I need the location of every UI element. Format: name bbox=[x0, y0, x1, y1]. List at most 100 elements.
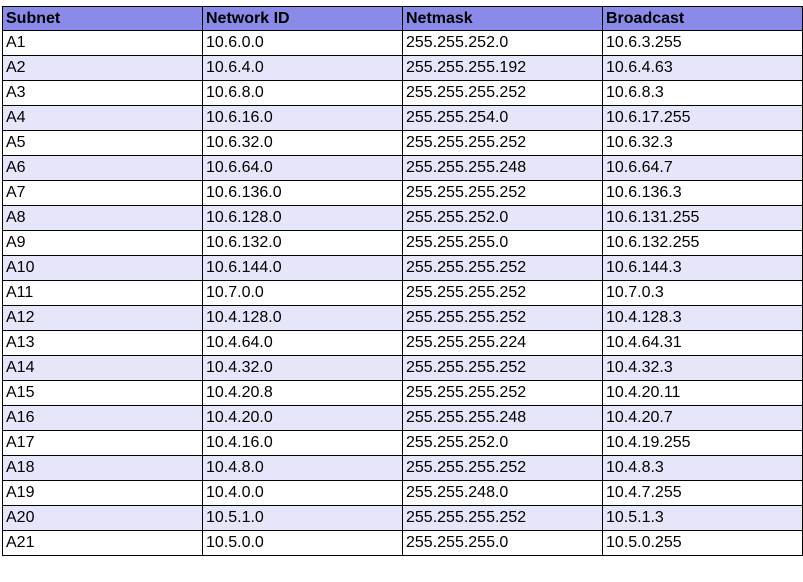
table-row: A19 10.4.0.0 255.255.248.0 10.4.7.255 bbox=[2, 480, 803, 506]
cell-subnet: A1 bbox=[2, 30, 203, 56]
cell-subnet: A16 bbox=[2, 405, 203, 431]
cell-netmask: 255.255.255.252 bbox=[402, 455, 603, 481]
cell-network-id: 10.4.20.8 bbox=[202, 380, 403, 406]
cell-broadcast: 10.4.19.255 bbox=[602, 430, 803, 456]
cell-broadcast: 10.6.131.255 bbox=[602, 205, 803, 231]
cell-netmask: 255.255.255.0 bbox=[402, 530, 603, 556]
cell-broadcast: 10.6.4.63 bbox=[602, 55, 803, 81]
cell-subnet: A6 bbox=[2, 155, 203, 181]
table-row: A4 10.6.16.0 255.255.254.0 10.6.17.255 bbox=[2, 105, 803, 131]
cell-netmask: 255.255.255.248 bbox=[402, 405, 603, 431]
cell-network-id: 10.4.32.0 bbox=[202, 355, 403, 381]
table-row: A14 10.4.32.0 255.255.255.252 10.4.32.3 bbox=[2, 355, 803, 381]
cell-subnet: A11 bbox=[2, 280, 203, 306]
cell-network-id: 10.4.8.0 bbox=[202, 455, 403, 481]
cell-netmask: 255.255.252.0 bbox=[402, 430, 603, 456]
table-body: A1 10.6.0.0 255.255.252.0 10.6.3.255 A2 10.6.… bbox=[2, 30, 803, 556]
cell-netmask: 255.255.252.0 bbox=[402, 30, 603, 56]
table-row: A12 10.4.128.0 255.255.255.252 10.4.128.3 bbox=[2, 305, 803, 331]
cell-netmask: 255.255.255.252 bbox=[402, 305, 603, 331]
cell-network-id: 10.6.128.0 bbox=[202, 205, 403, 231]
cell-broadcast: 10.6.17.255 bbox=[602, 105, 803, 131]
cell-network-id: 10.6.136.0 bbox=[202, 180, 403, 206]
table-row: A20 10.5.1.0 255.255.255.252 10.5.1.3 bbox=[2, 505, 803, 531]
cell-netmask: 255.255.255.252 bbox=[402, 355, 603, 381]
table-row: A11 10.7.0.0 255.255.255.252 10.7.0.3 bbox=[2, 280, 803, 306]
cell-broadcast: 10.4.128.3 bbox=[602, 305, 803, 331]
cell-subnet: A18 bbox=[2, 455, 203, 481]
cell-network-id: 10.4.16.0 bbox=[202, 430, 403, 456]
cell-subnet: A9 bbox=[2, 230, 203, 256]
table-row: A7 10.6.136.0 255.255.255.252 10.6.136.3 bbox=[2, 180, 803, 206]
cell-broadcast: 10.4.8.3 bbox=[602, 455, 803, 481]
table-row: A17 10.4.16.0 255.255.252.0 10.4.19.255 bbox=[2, 430, 803, 456]
cell-broadcast: 10.5.1.3 bbox=[602, 505, 803, 531]
cell-subnet: A14 bbox=[2, 355, 203, 381]
cell-netmask: 255.255.255.252 bbox=[402, 180, 603, 206]
cell-network-id: 10.6.0.0 bbox=[202, 30, 403, 56]
cell-broadcast: 10.4.20.7 bbox=[602, 405, 803, 431]
cell-netmask: 255.255.255.224 bbox=[402, 330, 603, 356]
table-row: A9 10.6.132.0 255.255.255.0 10.6.132.255 bbox=[2, 230, 803, 256]
cell-broadcast: 10.7.0.3 bbox=[602, 280, 803, 306]
cell-subnet: A7 bbox=[2, 180, 203, 206]
table-row: A2 10.6.4.0 255.255.255.192 10.6.4.63 bbox=[2, 55, 803, 81]
cell-subnet: A12 bbox=[2, 305, 203, 331]
cell-subnet: A8 bbox=[2, 205, 203, 231]
header-broadcast: Broadcast bbox=[602, 6, 803, 31]
table-row: A5 10.6.32.0 255.255.255.252 10.6.32.3 bbox=[2, 130, 803, 156]
cell-subnet: A2 bbox=[2, 55, 203, 81]
cell-broadcast: 10.6.136.3 bbox=[602, 180, 803, 206]
cell-subnet: A19 bbox=[2, 480, 203, 506]
cell-subnet: A21 bbox=[2, 530, 203, 556]
cell-subnet: A3 bbox=[2, 80, 203, 106]
cell-netmask: 255.255.255.192 bbox=[402, 55, 603, 81]
cell-netmask: 255.255.252.0 bbox=[402, 205, 603, 231]
cell-network-id: 10.6.144.0 bbox=[202, 255, 403, 281]
cell-subnet: A4 bbox=[2, 105, 203, 131]
cell-netmask: 255.255.255.252 bbox=[402, 80, 603, 106]
table-row: A8 10.6.128.0 255.255.252.0 10.6.131.255 bbox=[2, 205, 803, 231]
cell-netmask: 255.255.255.252 bbox=[402, 280, 603, 306]
cell-subnet: A10 bbox=[2, 255, 203, 281]
header-netmask: Netmask bbox=[402, 6, 603, 31]
cell-subnet: A13 bbox=[2, 330, 203, 356]
cell-network-id: 10.6.8.0 bbox=[202, 80, 403, 106]
table-row: A15 10.4.20.8 255.255.255.252 10.4.20.11 bbox=[2, 380, 803, 406]
cell-network-id: 10.7.0.0 bbox=[202, 280, 403, 306]
cell-subnet: A20 bbox=[2, 505, 203, 531]
cell-network-id: 10.4.64.0 bbox=[202, 330, 403, 356]
table-row: A21 10.5.0.0 255.255.255.0 10.5.0.255 bbox=[2, 530, 803, 556]
cell-netmask: 255.255.255.252 bbox=[402, 255, 603, 281]
cell-broadcast: 10.4.20.11 bbox=[602, 380, 803, 406]
cell-netmask: 255.255.255.252 bbox=[402, 380, 603, 406]
cell-network-id: 10.4.0.0 bbox=[202, 480, 403, 506]
cell-broadcast: 10.6.132.255 bbox=[602, 230, 803, 256]
header-row: Subnet Network ID Netmask Broadcast bbox=[2, 6, 803, 31]
cell-subnet: A5 bbox=[2, 130, 203, 156]
subnet-table: Subnet Network ID Netmask Broadcast A1 10… bbox=[2, 6, 803, 556]
cell-broadcast: 10.6.32.3 bbox=[602, 130, 803, 156]
cell-network-id: 10.6.132.0 bbox=[202, 230, 403, 256]
table-row: A10 10.6.144.0 255.255.255.252 10.6.144.3 bbox=[2, 255, 803, 281]
header-subnet: Subnet bbox=[2, 6, 203, 31]
cell-netmask: 255.255.248.0 bbox=[402, 480, 603, 506]
cell-netmask: 255.255.255.252 bbox=[402, 130, 603, 156]
cell-network-id: 10.5.0.0 bbox=[202, 530, 403, 556]
cell-netmask: 255.255.255.252 bbox=[402, 505, 603, 531]
cell-broadcast: 10.4.64.31 bbox=[602, 330, 803, 356]
table-row: A13 10.4.64.0 255.255.255.224 10.4.64.31 bbox=[2, 330, 803, 356]
cell-subnet: A17 bbox=[2, 430, 203, 456]
cell-subnet: A15 bbox=[2, 380, 203, 406]
cell-broadcast: 10.6.3.255 bbox=[602, 30, 803, 56]
cell-broadcast: 10.6.64.7 bbox=[602, 155, 803, 181]
cell-network-id: 10.6.4.0 bbox=[202, 55, 403, 81]
table-row: A6 10.6.64.0 255.255.255.248 10.6.64.7 bbox=[2, 155, 803, 181]
cell-netmask: 255.255.255.248 bbox=[402, 155, 603, 181]
cell-network-id: 10.6.16.0 bbox=[202, 105, 403, 131]
cell-network-id: 10.5.1.0 bbox=[202, 505, 403, 531]
cell-broadcast: 10.6.144.3 bbox=[602, 255, 803, 281]
cell-network-id: 10.4.20.0 bbox=[202, 405, 403, 431]
cell-network-id: 10.6.32.0 bbox=[202, 130, 403, 156]
table-row: A18 10.4.8.0 255.255.255.252 10.4.8.3 bbox=[2, 455, 803, 481]
